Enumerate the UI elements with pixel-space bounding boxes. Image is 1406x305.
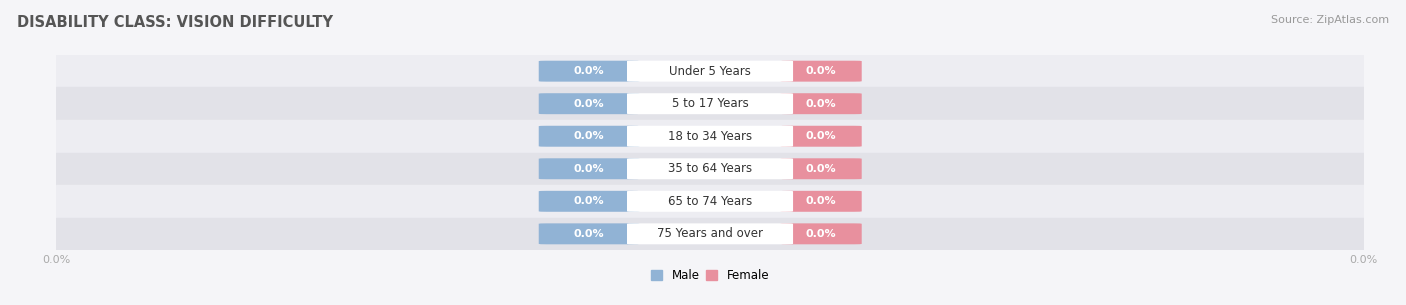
Text: 0.0%: 0.0% — [806, 229, 837, 239]
Text: 0.0%: 0.0% — [806, 99, 837, 109]
FancyBboxPatch shape — [780, 158, 862, 179]
FancyBboxPatch shape — [627, 126, 793, 147]
Text: 65 to 74 Years: 65 to 74 Years — [668, 195, 752, 208]
Text: 5 to 17 Years: 5 to 17 Years — [672, 97, 748, 110]
Text: 0.0%: 0.0% — [806, 196, 837, 206]
FancyBboxPatch shape — [780, 61, 862, 82]
FancyBboxPatch shape — [538, 93, 640, 114]
Text: 0.0%: 0.0% — [574, 99, 605, 109]
FancyBboxPatch shape — [627, 93, 793, 114]
Text: 75 Years and over: 75 Years and over — [657, 227, 763, 240]
Text: 0.0%: 0.0% — [806, 131, 837, 141]
FancyBboxPatch shape — [538, 61, 640, 82]
FancyBboxPatch shape — [627, 158, 793, 179]
FancyBboxPatch shape — [538, 158, 640, 179]
Bar — [56, 185, 1364, 217]
Text: 0.0%: 0.0% — [574, 164, 605, 174]
FancyBboxPatch shape — [780, 223, 862, 244]
FancyBboxPatch shape — [627, 61, 793, 82]
Bar — [56, 88, 1364, 120]
Text: 0.0%: 0.0% — [574, 229, 605, 239]
Bar — [56, 55, 1364, 88]
FancyBboxPatch shape — [780, 93, 862, 114]
Bar — [56, 120, 1364, 152]
Text: 0.0%: 0.0% — [574, 196, 605, 206]
Text: DISABILITY CLASS: VISION DIFFICULTY: DISABILITY CLASS: VISION DIFFICULTY — [17, 15, 333, 30]
FancyBboxPatch shape — [627, 223, 793, 244]
FancyBboxPatch shape — [538, 191, 640, 212]
Text: 35 to 64 Years: 35 to 64 Years — [668, 162, 752, 175]
FancyBboxPatch shape — [780, 191, 862, 212]
Bar — [56, 217, 1364, 250]
Text: 0.0%: 0.0% — [574, 66, 605, 76]
FancyBboxPatch shape — [538, 223, 640, 244]
Text: 0.0%: 0.0% — [806, 66, 837, 76]
Text: 0.0%: 0.0% — [574, 131, 605, 141]
Text: 18 to 34 Years: 18 to 34 Years — [668, 130, 752, 143]
FancyBboxPatch shape — [538, 126, 640, 147]
FancyBboxPatch shape — [780, 126, 862, 147]
FancyBboxPatch shape — [627, 191, 793, 212]
Text: Under 5 Years: Under 5 Years — [669, 65, 751, 78]
Text: Source: ZipAtlas.com: Source: ZipAtlas.com — [1271, 15, 1389, 25]
Text: 0.0%: 0.0% — [806, 164, 837, 174]
Legend: Male, Female: Male, Female — [645, 265, 775, 287]
Bar — [56, 152, 1364, 185]
